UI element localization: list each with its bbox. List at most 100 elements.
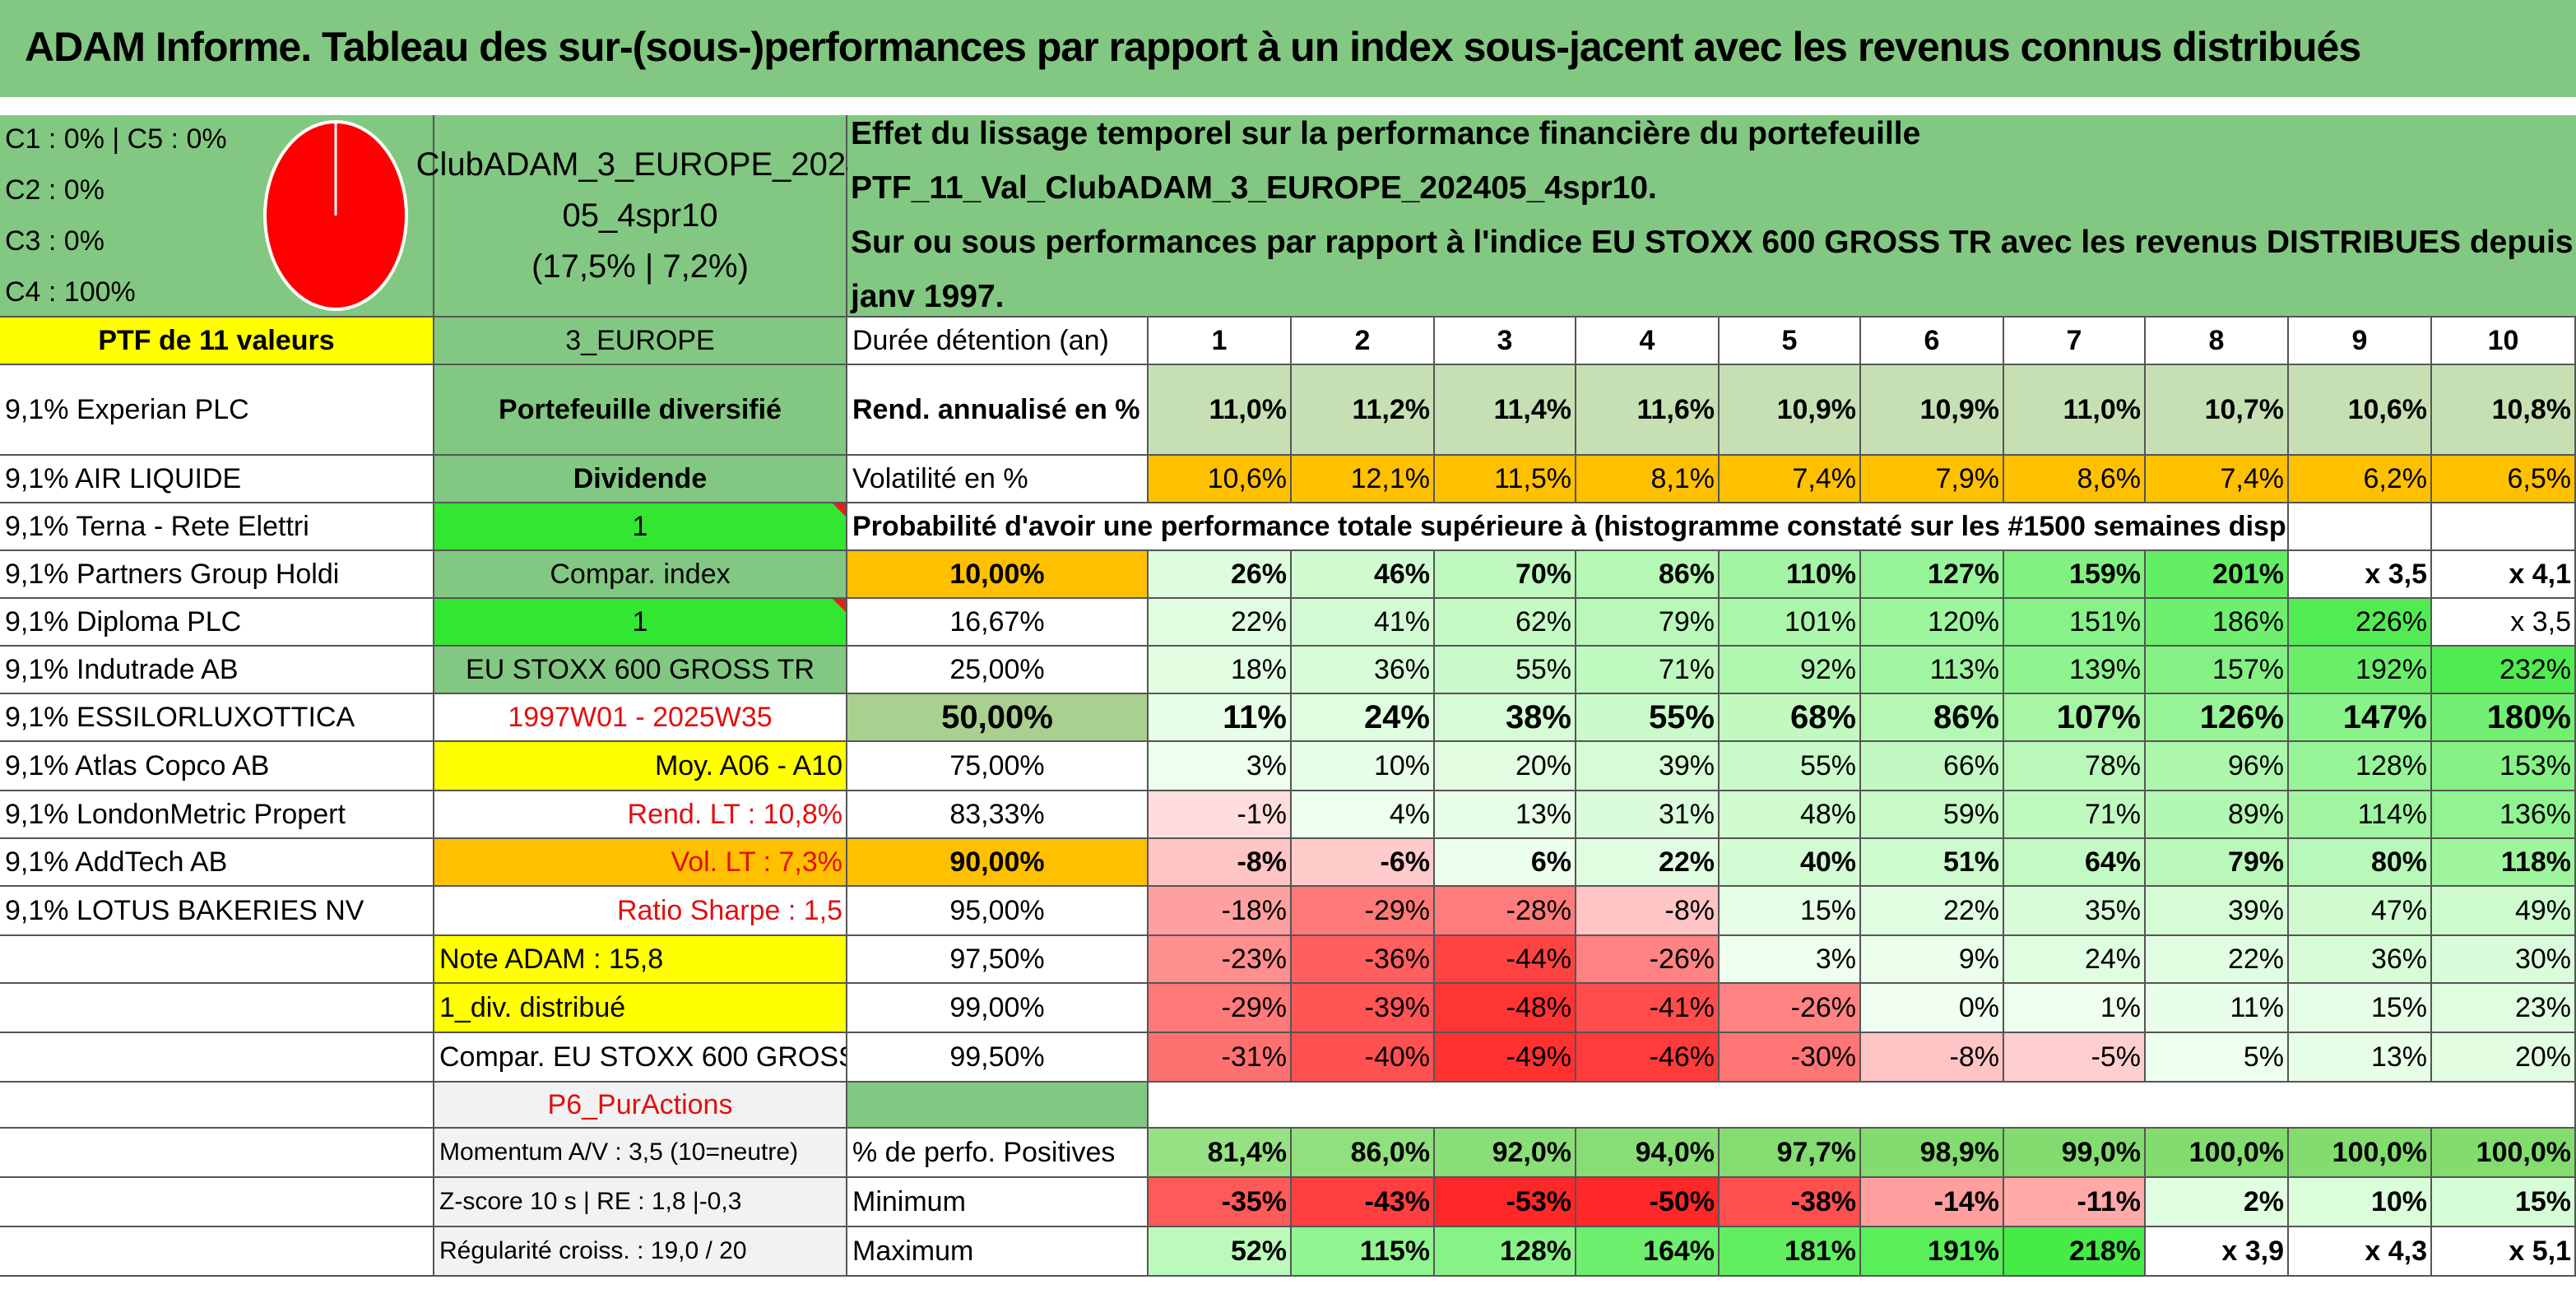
probability-value: 36%: [1292, 647, 1435, 694]
positive-value: 98,9%: [1861, 1129, 2004, 1178]
empty-cell: [2432, 503, 2576, 551]
compar-full-label: Compar. EU STOXX 600 GROSS TR: [434, 1033, 847, 1083]
moy-label: Moy. A06 - A10: [434, 742, 847, 791]
index-name: EU STOXX 600 GROSS TR: [434, 647, 847, 694]
probability-value: 86%: [1861, 694, 2004, 742]
probability-value: 30%: [2432, 936, 2576, 984]
probability-value: 23%: [2432, 984, 2576, 1033]
probability-value: 20%: [1435, 742, 1576, 791]
probability-value: 10%: [1292, 742, 1435, 791]
vol-value: 6,5%: [2432, 456, 2576, 503]
probability-value: 62%: [1435, 599, 1576, 647]
probability-value: 11%: [2146, 984, 2289, 1033]
positive-value: 100,0%: [2289, 1129, 2432, 1178]
description-cell: Effet du lissage temporel sur la perform…: [847, 115, 2576, 318]
probability-value: 139%: [2004, 647, 2146, 694]
probability-value: 55%: [1435, 647, 1576, 694]
probability-value: 22%: [1576, 839, 1720, 887]
probability-value: 51%: [1861, 839, 2004, 887]
minimum-value: 2%: [2146, 1178, 2289, 1227]
probability-value: -8%: [1861, 1033, 2004, 1083]
probability-value: 5%: [2146, 1033, 2289, 1083]
positive-value: 94,0%: [1576, 1129, 1720, 1178]
probability-value: 24%: [1292, 694, 1435, 742]
probability-value: -36%: [1292, 936, 1435, 984]
year-5: 5: [1720, 318, 1861, 365]
minimum-label: Minimum: [847, 1178, 1149, 1227]
probability-value: 24%: [2004, 936, 2146, 984]
empty-cell: [0, 1083, 434, 1129]
minimum-value: -11%: [2004, 1178, 2146, 1227]
rend-label: Rend. annualisé en %: [847, 365, 1149, 456]
zscore-label: Z-score 10 s | RE : 1,8 |-0,3: [434, 1178, 847, 1227]
probability-value: -28%: [1435, 887, 1576, 936]
description-line1: Effet du lissage temporel sur la perform…: [851, 116, 1921, 206]
holding-row: 9,1% Terna - Rete Elettri: [0, 503, 434, 551]
year-7: 7: [2004, 318, 2146, 365]
minimum-value: 10%: [2289, 1178, 2432, 1227]
probability-value: 118%: [2432, 839, 2576, 887]
probability-value: 26%: [1149, 551, 1292, 599]
threshold-label: 25,00%: [847, 647, 1149, 694]
positive-value: 100,0%: [2432, 1129, 2576, 1178]
probability-value: -26%: [1720, 984, 1861, 1033]
probability-value: 107%: [2004, 694, 2146, 742]
probability-value: 18%: [1149, 647, 1292, 694]
minimum-value: 15%: [2432, 1178, 2576, 1227]
probability-value: 13%: [2289, 1033, 2432, 1083]
region-label: 3_EUROPE: [434, 318, 847, 365]
holding-row: 9,1% AIR LIQUIDE: [0, 456, 434, 503]
portfolio-name-cell: ClubADAM_3_EUROPE_2024 05_4spr10 (17,5% …: [416, 115, 864, 318]
sharpe-label: Ratio Sharpe : 1,5: [434, 887, 847, 936]
threshold-label: 50,00%: [847, 694, 1149, 742]
probability-value: -1%: [1149, 791, 1292, 839]
rend-value: 11,4%: [1435, 365, 1576, 456]
momentum-label: Momentum A/V : 3,5 (10=neutre): [434, 1129, 847, 1178]
holding-row: 9,1% LOTUS BAKERIES NV: [0, 887, 434, 936]
portfolio-header: PTF de 11 valeurs: [0, 318, 434, 365]
probability-title: Probabilité d'avoir une performance tota…: [847, 503, 2289, 551]
probability-value: 157%: [2146, 647, 2289, 694]
probability-value: 180%: [2432, 694, 2576, 742]
probability-value: 41%: [1292, 599, 1435, 647]
flag-1: 1: [434, 503, 847, 551]
rend-lt-label: Rend. LT : 10,8%: [434, 791, 847, 839]
regularity-label: Régularité croiss. : 19,0 / 20: [434, 1227, 847, 1277]
distribution-type: Dividende: [434, 456, 847, 503]
positive-value: 99,0%: [2004, 1129, 2146, 1178]
rend-value: 11,0%: [1149, 365, 1292, 456]
probability-value: 64%: [2004, 839, 2146, 887]
pie-chart-icon: [263, 120, 408, 311]
probability-value: 20%: [2432, 1033, 2576, 1083]
probability-value: -29%: [1149, 984, 1292, 1033]
empty-cell: [0, 984, 434, 1033]
probability-value: -49%: [1435, 1033, 1576, 1083]
vol-value: 8,6%: [2004, 456, 2146, 503]
probability-value: 201%: [2146, 551, 2289, 599]
maximum-value: 191%: [1861, 1227, 2004, 1277]
probability-value: x 3,5: [2432, 599, 2576, 647]
probability-value: 96%: [2146, 742, 2289, 791]
probability-value: 136%: [2432, 791, 2576, 839]
dividend-count-label: 1_div. distribué: [434, 984, 847, 1033]
probability-value: 70%: [1435, 551, 1576, 599]
class-c3: C3 : 0%: [5, 225, 104, 257]
probability-value: 147%: [2289, 694, 2432, 742]
probability-value: -31%: [1149, 1033, 1292, 1083]
probability-value: 153%: [2432, 742, 2576, 791]
note-adam-label: Note ADAM : 15,8: [434, 936, 847, 984]
holding-row: 9,1% Experian PLC: [0, 365, 434, 456]
probability-value: 127%: [1861, 551, 2004, 599]
threshold-label: 83,33%: [847, 791, 1149, 839]
rend-value: 11,2%: [1292, 365, 1435, 456]
probability-value: 66%: [1861, 742, 2004, 791]
maximum-value: x 3,9: [2146, 1227, 2289, 1277]
probability-value: 38%: [1435, 694, 1576, 742]
probability-value: 3%: [1149, 742, 1292, 791]
probability-value: 92%: [1720, 647, 1861, 694]
threshold-label: 97,50%: [847, 936, 1149, 984]
maximum-label: Maximum: [847, 1227, 1149, 1277]
year-2: 2: [1292, 318, 1435, 365]
probability-value: 3%: [1720, 936, 1861, 984]
maximum-value: 164%: [1576, 1227, 1720, 1277]
